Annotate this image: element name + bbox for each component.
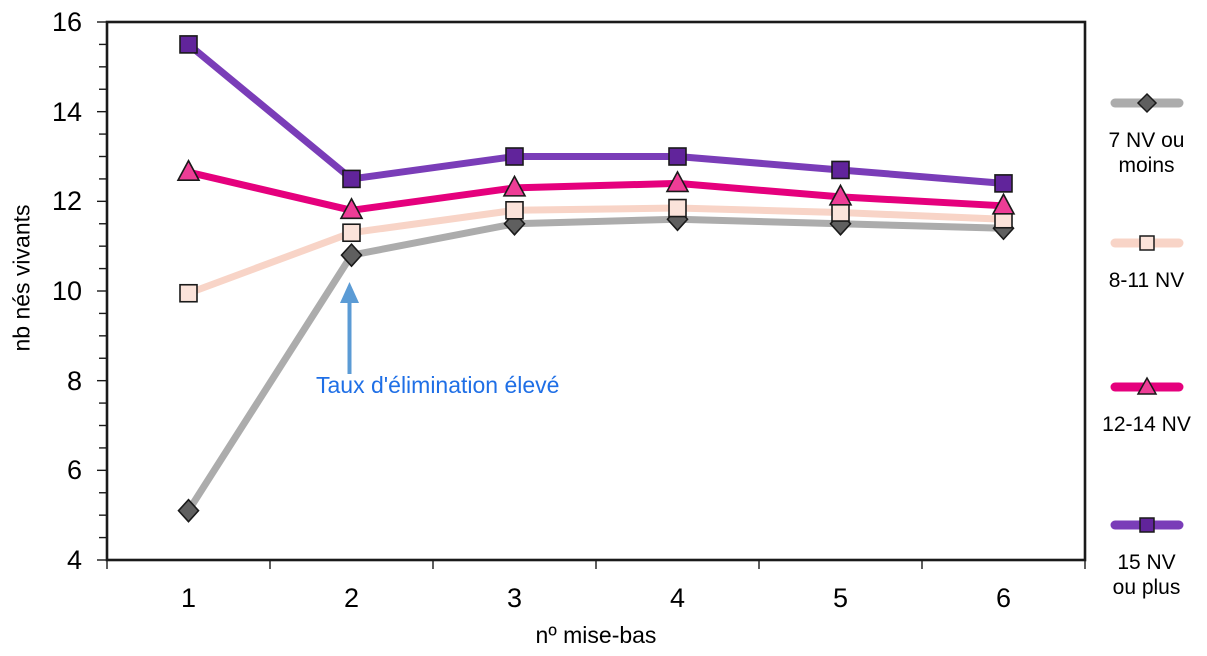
y-tick-label: 4 bbox=[66, 545, 82, 575]
y-tick-label: 10 bbox=[51, 276, 82, 306]
legend-sample-diamond-icon bbox=[1110, 92, 1183, 114]
marker-triangle bbox=[828, 183, 853, 206]
x-axis-title: nº mise-bas bbox=[535, 622, 657, 648]
y-tick-label: 12 bbox=[51, 186, 82, 217]
marker-square bbox=[831, 203, 850, 222]
y-tick-label: 14 bbox=[51, 96, 82, 127]
x-tick-label: 4 bbox=[669, 583, 686, 613]
annotation-text: Taux d'élimination élevé bbox=[316, 372, 560, 398]
legend-entry-15-nv-ou-plus: 15 NV ou plus bbox=[1088, 513, 1205, 600]
legend-entry-7-nv-ou-moins: 7 NV ou moins bbox=[1088, 91, 1205, 178]
marker-square bbox=[668, 198, 687, 218]
legend-entry-8-11-nv: 8-11 NV bbox=[1088, 231, 1205, 293]
legend-sample-triangle-icon bbox=[1110, 376, 1183, 395]
y-tick-label: 8 bbox=[66, 365, 82, 396]
legend-marker-square-icon bbox=[1138, 235, 1155, 251]
marker-square bbox=[668, 147, 687, 166]
y-tick-label: 6 bbox=[66, 455, 82, 486]
marker-square bbox=[342, 223, 361, 243]
legend-entry-12-14-nv: 12-14 NV bbox=[1088, 375, 1205, 437]
marker-diamond bbox=[177, 498, 200, 523]
legend-marker-square-icon bbox=[1138, 517, 1155, 533]
legend: 7 NV ou moins 8-11 NV 12-14 NV 15 NV ou plu… bbox=[1088, 0, 1205, 656]
x-tick-label: 3 bbox=[506, 583, 523, 613]
marker-triangle bbox=[176, 159, 201, 181]
legend-label: 12-14 NV bbox=[1102, 413, 1191, 436]
marker-square bbox=[505, 147, 524, 166]
marker-square bbox=[994, 174, 1013, 193]
y-tick-label: 16 bbox=[51, 7, 82, 37]
legend-sample-square-icon bbox=[1110, 517, 1183, 533]
legend-marker-triangle-icon bbox=[1136, 376, 1157, 395]
series-line-15-nv-ou-plus bbox=[185, 40, 1007, 187]
marker-square bbox=[342, 169, 361, 189]
legend-label: 7 NV ou moins bbox=[1108, 129, 1185, 178]
annotation-arrow-head bbox=[340, 282, 359, 304]
marker-square bbox=[831, 160, 850, 180]
x-tick-label: 1 bbox=[180, 583, 197, 613]
series-line-12-14-nv bbox=[185, 168, 1007, 214]
marker-triangle bbox=[502, 174, 527, 197]
series-line-8-11-nv bbox=[185, 204, 1007, 297]
marker-diamond bbox=[340, 242, 363, 268]
marker-triangle bbox=[339, 197, 364, 220]
marker-square bbox=[179, 283, 198, 303]
legend-sample-square-icon bbox=[1110, 235, 1183, 251]
legend-marker-diamond-icon bbox=[1136, 92, 1157, 114]
legend-label: 15 NV ou plus bbox=[1112, 551, 1181, 600]
marker-square bbox=[505, 201, 524, 220]
x-tick-label: 6 bbox=[995, 583, 1012, 613]
x-tick-label: 2 bbox=[343, 583, 360, 613]
marker-square bbox=[179, 35, 198, 54]
legend-label: 8-11 NV bbox=[1108, 269, 1185, 292]
marker-triangle bbox=[665, 170, 690, 193]
marker-triangle bbox=[991, 192, 1016, 215]
x-tick-label: 5 bbox=[832, 583, 849, 613]
series-line-7-nv-ou-moins bbox=[185, 215, 1007, 515]
